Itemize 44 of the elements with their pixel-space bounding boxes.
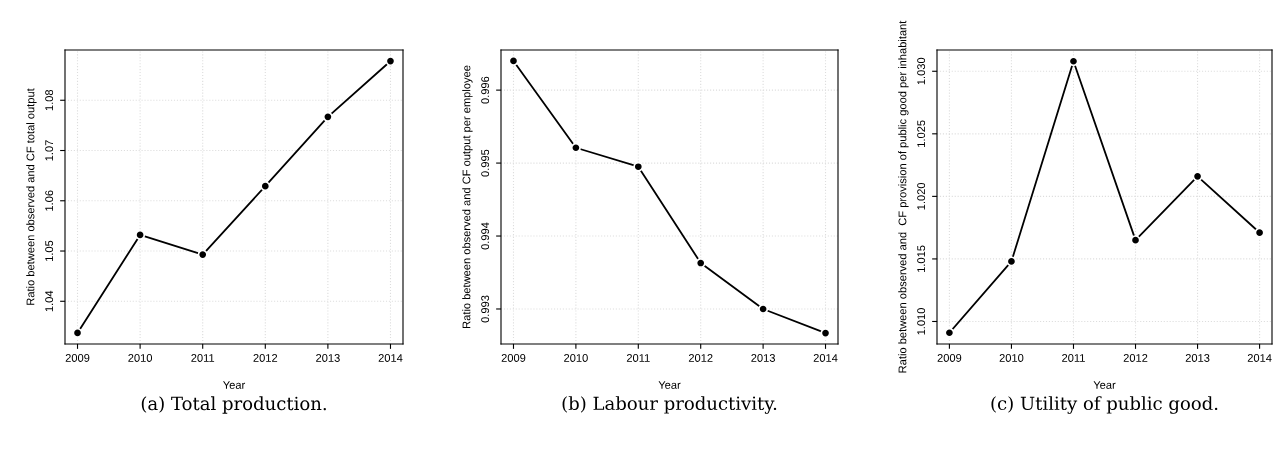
y-tick-label: 1.08 <box>45 89 54 111</box>
x-tick-label: 2011 <box>1062 354 1085 362</box>
y-axis-title: Ratio between observed and CF total output <box>26 88 37 305</box>
y-tick-label: 1.05 <box>45 240 54 261</box>
text: (a) Total production. <box>141 396 326 414</box>
y-axis-title: Ratio between observed and CF output per employee <box>462 65 473 328</box>
x-tick-label: 2010 <box>564 354 588 362</box>
x-tick-label: 2009 <box>501 354 526 362</box>
y-tick-label: 1.025 <box>917 120 926 147</box>
x-tick-label: 2013 <box>751 354 775 362</box>
point <box>758 303 769 314</box>
x-tick-label: 2014 <box>1247 354 1272 362</box>
x-axis-title: Year <box>658 381 681 389</box>
text: (c) Utility of public good. <box>991 396 1218 414</box>
y-tick-label: 0.993 <box>481 295 490 323</box>
y-tick-label: 1.015 <box>917 245 926 272</box>
x-tick-label: 2012 <box>1123 354 1148 362</box>
x-tick-label: 2011 <box>626 354 650 362</box>
x-tick-label: 2011 <box>191 354 215 362</box>
x-tick-label: 2010 <box>128 354 153 362</box>
text: (b) Labour productivity. <box>562 396 777 414</box>
x-tick-label: 2012 <box>253 354 278 362</box>
x-tick-label: 2012 <box>688 354 713 362</box>
y-tick-label: 1.030 <box>917 57 926 85</box>
x-tick-label: 2013 <box>1185 354 1210 362</box>
x-tick-label: 2014 <box>813 354 838 362</box>
x-tick-label: 2009 <box>937 354 962 362</box>
x-tick-label: 2013 <box>316 354 340 362</box>
point <box>1192 171 1203 182</box>
y-tick-label: 1.07 <box>45 140 54 161</box>
y-axis-title: Ratio between observed and CF provision of public good per inhabitant <box>898 20 909 373</box>
x-axis-title: Year <box>1093 381 1116 389</box>
y-tick-label: 1.010 <box>917 308 926 335</box>
y-tick-label: 0.995 <box>481 149 490 177</box>
y-tick-label: 1.04 <box>45 290 54 312</box>
y-tick-label: 1.020 <box>917 182 926 210</box>
y-tick-label: 1.06 <box>45 190 54 211</box>
y-tick-label: 0.994 <box>481 222 490 250</box>
x-tick-label: 2014 <box>378 354 403 362</box>
x-tick-label: 2010 <box>999 354 1024 362</box>
point <box>197 249 208 260</box>
y-tick-label: 0.996 <box>481 76 490 104</box>
x-tick-label: 2009 <box>65 354 90 362</box>
x-axis-title: Year <box>223 381 246 389</box>
